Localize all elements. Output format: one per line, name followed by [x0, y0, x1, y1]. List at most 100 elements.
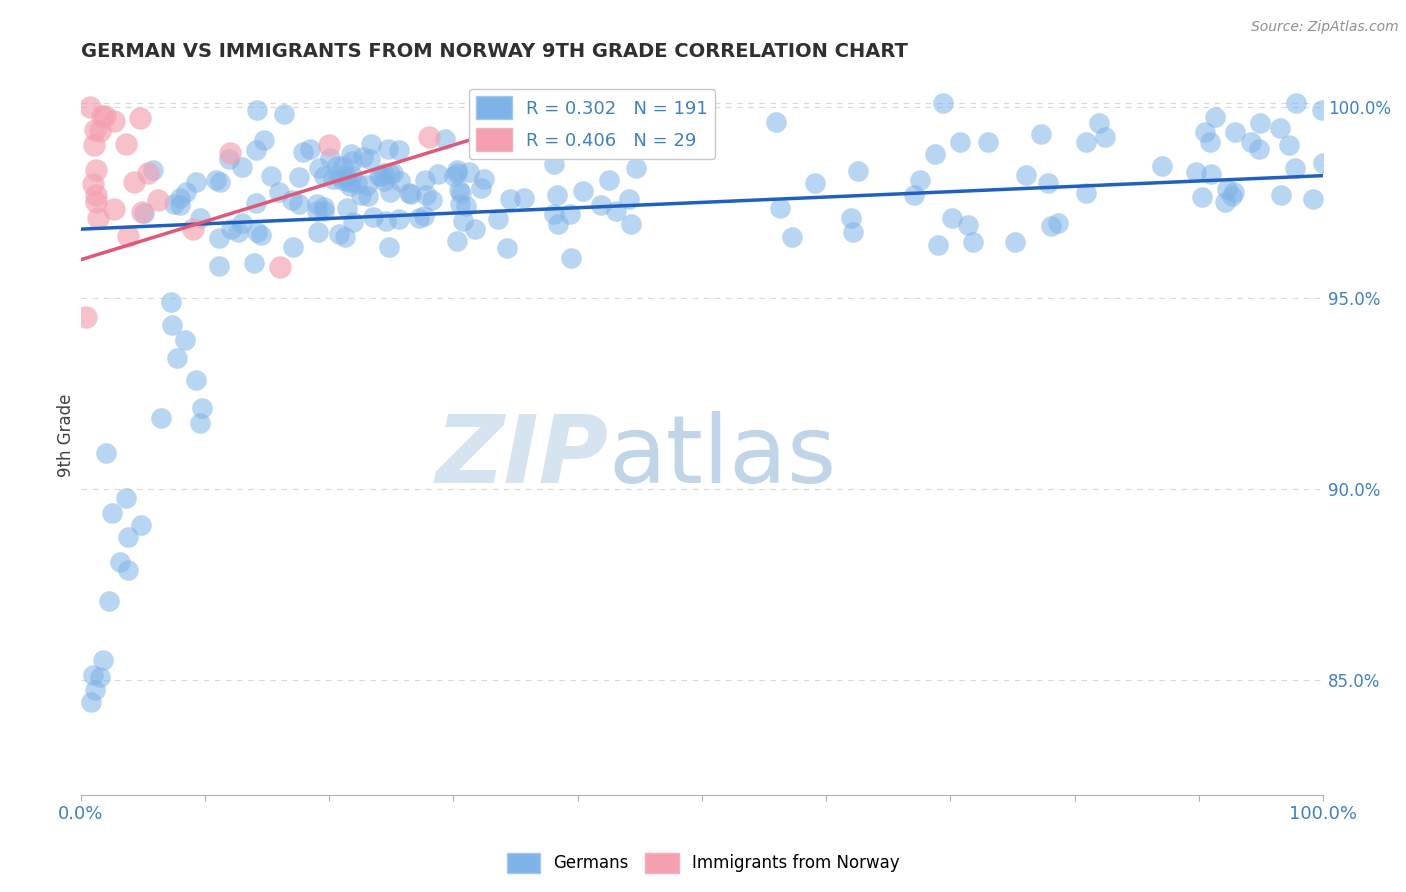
- Point: [83, 137, 105, 152]
- Point: [218, 145, 240, 160]
- Point: [163, 197, 186, 211]
- Point: [191, 401, 214, 416]
- Point: [346, 176, 368, 190]
- Point: [1039, 219, 1062, 234]
- Point: [415, 173, 437, 187]
- Point: [166, 351, 188, 365]
- Point: [534, 137, 557, 152]
- Point: [79, 100, 101, 114]
- Point: [114, 491, 136, 505]
- Point: [146, 193, 169, 207]
- Point: [571, 184, 593, 198]
- Point: [328, 227, 350, 242]
- Point: [243, 256, 266, 270]
- Point: [450, 186, 472, 200]
- Point: [181, 222, 204, 236]
- Point: [839, 211, 862, 225]
- Point: [91, 109, 114, 123]
- Point: [103, 114, 125, 128]
- Point: [443, 169, 465, 183]
- Point: [253, 133, 276, 147]
- Point: [846, 164, 869, 178]
- Point: [169, 191, 191, 205]
- Point: [245, 143, 267, 157]
- Point: [446, 234, 468, 248]
- Point: [977, 135, 1000, 149]
- Point: [495, 241, 517, 255]
- Point: [322, 171, 344, 186]
- Point: [769, 201, 792, 215]
- Point: [245, 195, 267, 210]
- Point: [908, 173, 931, 187]
- Point: [84, 194, 107, 209]
- Point: [188, 417, 211, 431]
- Point: [84, 683, 107, 698]
- Point: [420, 193, 443, 207]
- Point: [218, 152, 240, 166]
- Point: [97, 594, 120, 608]
- Point: [399, 187, 422, 202]
- Point: [1223, 185, 1246, 199]
- Point: [307, 225, 329, 239]
- Point: [75, 310, 97, 324]
- Point: [114, 136, 136, 151]
- Point: [388, 143, 411, 157]
- Point: [173, 333, 195, 347]
- Point: [330, 173, 353, 187]
- Point: [89, 123, 111, 137]
- Point: [453, 214, 475, 228]
- Text: atlas: atlas: [609, 411, 837, 503]
- Point: [336, 201, 359, 215]
- Point: [589, 198, 612, 212]
- Point: [931, 95, 953, 110]
- Point: [375, 214, 398, 228]
- Point: [486, 212, 509, 227]
- Point: [373, 174, 395, 188]
- Point: [281, 194, 304, 208]
- Point: [231, 216, 253, 230]
- Text: GERMAN VS IMMIGRANTS FROM NORWAY 9TH GRADE CORRELATION CHART: GERMAN VS IMMIGRANTS FROM NORWAY 9TH GRA…: [80, 42, 908, 61]
- Point: [427, 167, 450, 181]
- Point: [543, 156, 565, 170]
- Point: [373, 166, 395, 180]
- Point: [446, 166, 468, 180]
- Point: [352, 150, 374, 164]
- Point: [1029, 128, 1052, 142]
- Point: [103, 202, 125, 216]
- Point: [117, 229, 139, 244]
- Point: [949, 135, 972, 149]
- Point: [1240, 135, 1263, 149]
- Point: [359, 152, 381, 166]
- Point: [415, 188, 437, 202]
- Point: [340, 168, 363, 182]
- Point: [413, 209, 436, 223]
- Point: [449, 197, 471, 211]
- Point: [101, 506, 124, 520]
- Point: [288, 196, 311, 211]
- Point: [318, 152, 340, 166]
- Point: [388, 174, 411, 188]
- Point: [84, 123, 107, 137]
- Point: [1004, 235, 1026, 249]
- Point: [1199, 136, 1222, 150]
- Point: [208, 176, 231, 190]
- Point: [246, 225, 269, 239]
- Point: [312, 169, 335, 183]
- Point: [169, 197, 191, 211]
- Point: [308, 161, 330, 176]
- Point: [80, 695, 103, 709]
- Point: [336, 170, 359, 185]
- Point: [231, 160, 253, 174]
- Point: [188, 211, 211, 226]
- Point: [342, 214, 364, 228]
- Point: [219, 222, 242, 236]
- Point: [457, 165, 479, 179]
- Point: [208, 259, 231, 273]
- Point: [546, 188, 568, 202]
- Point: [1074, 186, 1097, 201]
- Point: [447, 183, 470, 197]
- Point: [765, 114, 787, 128]
- Point: [408, 211, 430, 226]
- Point: [108, 555, 131, 569]
- Point: [356, 178, 378, 193]
